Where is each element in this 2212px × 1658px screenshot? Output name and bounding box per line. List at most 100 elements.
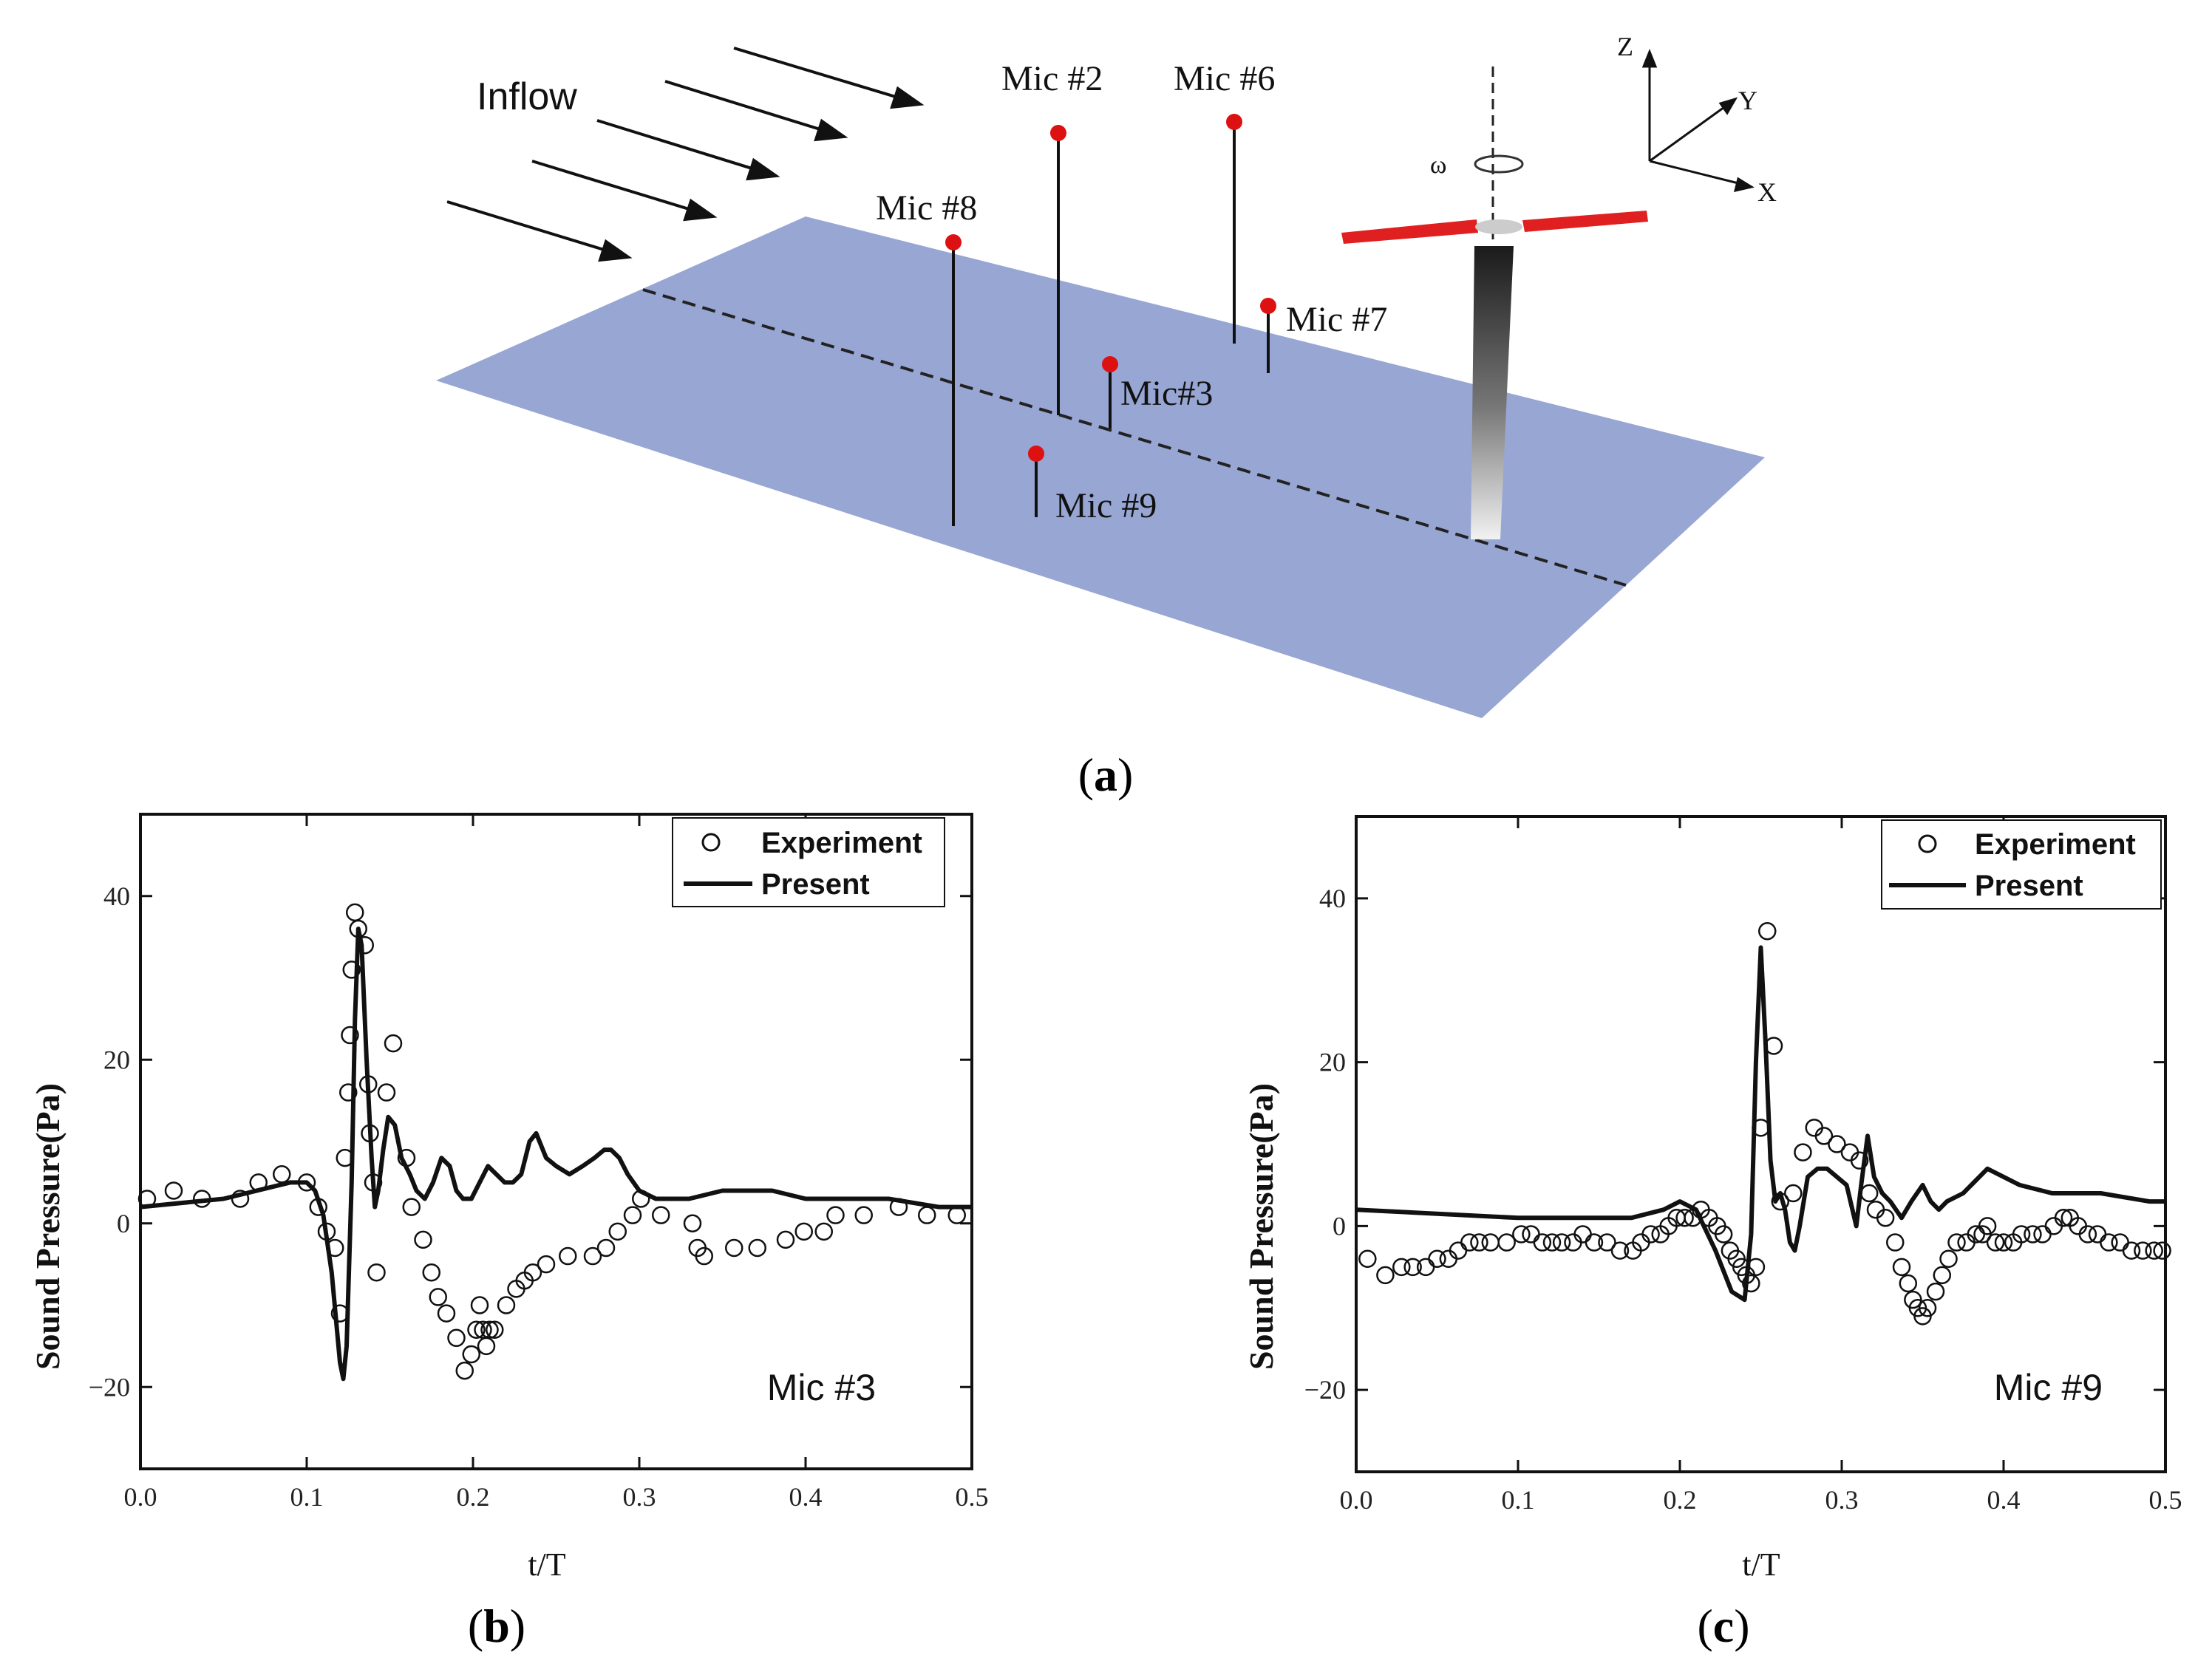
experiment-point (1522, 1225, 1540, 1244)
experiment-point (402, 1198, 421, 1216)
experiment-point (918, 1206, 936, 1224)
mic-2-label: Mic #2 (1001, 59, 1103, 98)
experiment-point (470, 1296, 489, 1314)
omega-rotation-icon (1474, 154, 1524, 174)
experiment-point (1449, 1241, 1468, 1260)
legend-experiment-label: Experiment (761, 827, 922, 859)
chart-b-annotation: Mic #3 (767, 1367, 876, 1408)
chart-c-ylabel: Sound Pressure(Pa) (1242, 1083, 1280, 1370)
experiment-point (814, 1222, 833, 1241)
experiment-point (1573, 1225, 1592, 1244)
experiment-point (1497, 1233, 1516, 1252)
experiment-point (346, 903, 364, 922)
experiment-point (2145, 1241, 2163, 1260)
x-tick-label: 0.2 (457, 1482, 490, 1512)
experiment-point (537, 1255, 556, 1274)
coordinate-axes (1641, 48, 1755, 193)
legend-box (672, 817, 945, 907)
experiment-point (748, 1238, 766, 1258)
experiment-point (447, 1328, 466, 1348)
experiment-point (826, 1206, 845, 1224)
rotor-blade-right (1522, 211, 1648, 232)
experiment-point (462, 1345, 480, 1364)
experiment-point (437, 1304, 456, 1323)
mic-8-label: Mic #8 (876, 188, 977, 228)
x-tick-label: 0.1 (290, 1482, 324, 1512)
experiment-point (695, 1246, 713, 1266)
y-tick-label: 20 (1319, 1048, 1346, 1077)
experiment-point (1403, 1258, 1422, 1277)
experiment-point (1533, 1233, 1552, 1252)
caption-c-letter: c (1713, 1600, 1734, 1652)
experiment-point (1784, 1184, 1803, 1203)
experiment-point (2153, 1241, 2171, 1260)
caption-a-open: ( (1078, 748, 1094, 801)
chart-b-legend: Experiment Present (672, 817, 945, 907)
experiment-point (2122, 1241, 2141, 1260)
mic-6-label: Mic #6 (1174, 59, 1275, 98)
experiment-point (1564, 1233, 1582, 1252)
axis-y-label: Y (1738, 86, 1757, 115)
experiment-point (1859, 1184, 1879, 1203)
experiment-point (2134, 1241, 2152, 1260)
caption-b-close: ) (510, 1600, 525, 1652)
x-tick-label: 0.5 (956, 1482, 989, 1512)
experiment-point (455, 1361, 474, 1380)
experiment-point (854, 1206, 873, 1224)
experiment-point (2100, 1233, 2118, 1252)
mic-9-label: Mic #9 (1055, 486, 1157, 525)
legend-experiment-label: Experiment (1975, 828, 2136, 861)
experiment-point (1828, 1135, 1846, 1153)
experiment-point (1994, 1233, 2013, 1252)
caption-c: (c) (1697, 1600, 1749, 1652)
experiment-point (1947, 1233, 1966, 1252)
experiment-point (1439, 1249, 1458, 1268)
diagram-panel: Inflow Mic #2 Mic #6 Mic #8 Mic #7 Mic#3 (436, 32, 1777, 801)
experiment-point (596, 1238, 616, 1258)
experiment-point (273, 1165, 291, 1184)
experiment-point (164, 1181, 183, 1200)
experiment-point (1805, 1119, 1824, 1137)
experiment-point (1926, 1282, 1945, 1301)
experiment-point (429, 1288, 447, 1306)
caption-a-close: ) (1117, 748, 1133, 801)
series-line-present (140, 927, 972, 1382)
experiment-point (2088, 1225, 2107, 1244)
experiment-point (1714, 1225, 1733, 1244)
experiment-point (1742, 1274, 1760, 1293)
x-tick-label: 0.4 (789, 1482, 823, 1512)
experiment-point (1542, 1233, 1562, 1252)
mic-3-label: Mic#3 (1120, 374, 1213, 413)
mic-marker (1226, 114, 1242, 130)
ground-plane (436, 216, 1765, 718)
axis-z-label: Z (1617, 32, 1633, 61)
y-tick-label: 20 (103, 1045, 130, 1074)
x-tick-label: 0.3 (1825, 1485, 1859, 1515)
experiment-point (1957, 1233, 1976, 1252)
experiment-point (2044, 1217, 2063, 1235)
experiment-point (339, 1083, 358, 1102)
caption-b: (b) (468, 1600, 525, 1652)
plane-centerline (642, 288, 1627, 587)
chart-c-legend: Experiment Present (1881, 819, 2162, 910)
caption-a: (a) (1078, 748, 1134, 801)
caption-b-open: ( (468, 1600, 483, 1652)
experiment-point (1610, 1241, 1630, 1260)
experiment-point (725, 1238, 743, 1258)
legend-experiment-marker (701, 833, 721, 852)
mic-9: Mic #9 (1028, 446, 1157, 525)
experiment-point (1512, 1225, 1531, 1244)
x-tick-label: 0.2 (1664, 1485, 1697, 1515)
experiment-point (1392, 1258, 1411, 1277)
caption-c-open: ( (1697, 1600, 1712, 1652)
mic-3: Mic#3 (1102, 356, 1213, 429)
y-tick-label: −20 (89, 1372, 130, 1402)
experiment-point (1481, 1233, 1500, 1252)
experiment-point (523, 1263, 542, 1282)
experiment-point (559, 1246, 577, 1266)
experiment-point (608, 1222, 627, 1241)
mic-2: Mic #2 (1001, 59, 1103, 415)
experiment-point (2111, 1233, 2129, 1252)
experiment-point (2054, 1209, 2073, 1227)
